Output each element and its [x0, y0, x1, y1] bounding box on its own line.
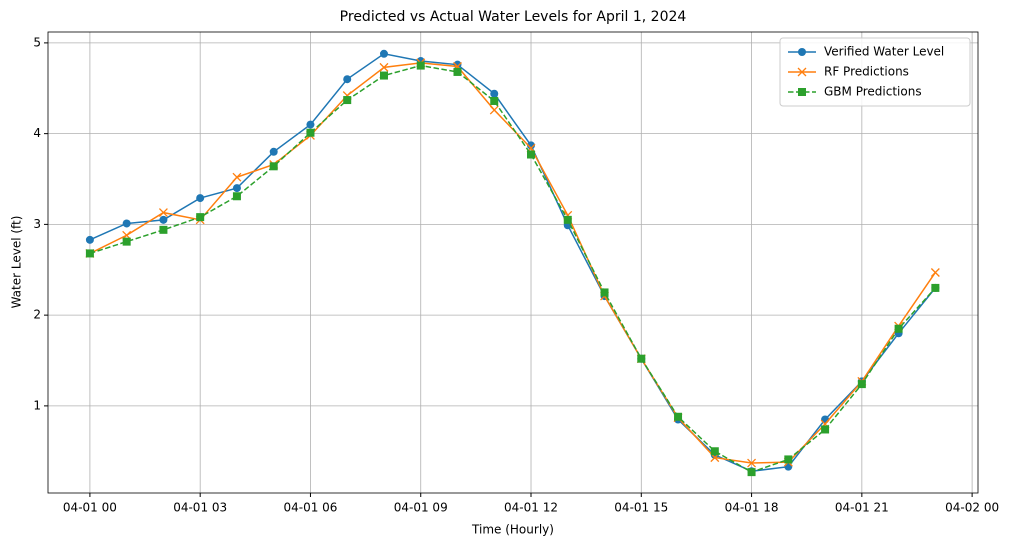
point: [306, 120, 315, 129]
point: [379, 71, 388, 80]
series-line: [89, 62, 936, 464]
legend: Verified Water Level RF Predictions GBM Pr…: [779, 37, 971, 107]
x-tick-label: 04-01 12: [504, 501, 558, 515]
point: [379, 62, 389, 72]
y-tick-label: 2: [33, 308, 41, 322]
series-line: [89, 64, 936, 473]
point: [85, 249, 94, 258]
x-tick-label: 04-01 18: [725, 501, 779, 515]
x-tick-label: 04-01 03: [173, 501, 227, 515]
point: [490, 96, 499, 105]
point: [196, 213, 205, 222]
point: [490, 89, 499, 98]
point: [159, 215, 168, 224]
point: [232, 192, 241, 201]
point: [821, 425, 830, 434]
point: [453, 67, 462, 76]
point: [784, 455, 793, 464]
point: [674, 412, 683, 421]
point: [563, 215, 572, 224]
point: [747, 468, 756, 477]
point: [600, 288, 609, 297]
point: [821, 415, 830, 424]
y-tick-label: 3: [33, 217, 41, 231]
point: [527, 141, 536, 150]
point: [158, 208, 168, 218]
point: [930, 268, 940, 277]
series-line: [89, 52, 936, 472]
x-axis-label: Time (Hourly): [471, 523, 554, 537]
legend-label: GBM Predictions: [824, 85, 922, 99]
x-tick-label: 04-01 09: [394, 501, 448, 515]
legend-marker: [798, 88, 806, 96]
legend-frame: [779, 37, 971, 107]
point: [857, 380, 866, 389]
x-tick-label: 04-01 00: [63, 501, 117, 515]
legend-label: Verified Water Level: [824, 45, 944, 59]
point: [784, 462, 793, 471]
plot-frame: [47, 31, 979, 494]
point: [527, 150, 536, 159]
point: [416, 61, 425, 70]
point: [747, 458, 757, 468]
point: [306, 128, 315, 137]
y-tick-label: 4: [33, 126, 41, 140]
point: [931, 283, 940, 292]
point: [232, 172, 242, 182]
x-tick-label: 04-02 00: [945, 501, 999, 515]
x-tick-label: 04-01 15: [614, 501, 668, 515]
y-tick-label: 5: [33, 35, 41, 49]
point: [196, 194, 205, 203]
point: [379, 49, 388, 58]
point: [85, 235, 94, 244]
point: [343, 96, 352, 105]
x-tick-label: 04-01 21: [835, 501, 889, 515]
point: [710, 447, 719, 456]
y-tick-label: 1: [33, 398, 41, 412]
legend-label: RF Predictions: [824, 65, 909, 79]
point: [489, 105, 499, 115]
y-axis-label: Water Level (ft): [10, 216, 24, 309]
chart-title: Predicted vs Actual Water Levels for Apr…: [340, 9, 687, 25]
point: [894, 324, 903, 333]
legend-marker: [797, 67, 807, 77]
x-tick-label: 04-01 06: [283, 501, 337, 515]
point: [269, 147, 278, 156]
point: [343, 75, 352, 84]
legend-marker: [798, 48, 806, 56]
point: [159, 225, 168, 234]
point: [269, 162, 278, 171]
point: [122, 219, 131, 228]
point: [122, 237, 131, 246]
point: [232, 184, 241, 193]
point: [637, 354, 646, 363]
